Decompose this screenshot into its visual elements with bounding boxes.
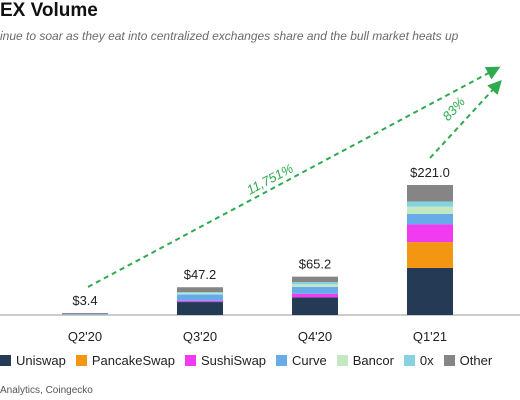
chart-legend: Uniswap PancakeSwap SushiSwap Curve Bancor 0x…	[0, 350, 520, 370]
legend-label-0x: 0x	[419, 352, 434, 368]
legend-label-other: Other	[459, 352, 493, 368]
bar-segment-bancor-2	[292, 284, 338, 287]
bar-segment-0x-1	[177, 292, 223, 294]
bar-segment-0x-3	[407, 201, 453, 207]
bar-segment-sushiswap-2	[292, 293, 338, 298]
bar-segment-other-1	[177, 287, 223, 293]
bar-segment-curve-2	[292, 286, 338, 294]
growth-label-long: 11,751%	[244, 161, 296, 198]
legend-swatch-other	[443, 354, 455, 366]
legend-swatch-0x	[403, 354, 415, 366]
legend-swatch-sushiswap	[184, 354, 196, 366]
total-label-3: $221.0	[410, 165, 450, 180]
growth-arrow-short	[429, 79, 502, 159]
x-tick-label-2: Q4'20	[298, 329, 332, 344]
total-label-0: $3.4	[72, 293, 97, 308]
source-note: Analytics, Coingecko	[0, 385, 93, 396]
bar-segment-curve-3	[407, 213, 453, 225]
chart-subtitle: inue to soar as they eat into centralize…	[0, 29, 459, 43]
bar-segment-uniswap-1	[177, 302, 223, 315]
bar-segment-bancor-1	[177, 293, 223, 295]
legend-label-pancakeswap: PancakeSwap	[91, 352, 175, 368]
legend-label-sushiswap: SushiSwap	[200, 352, 267, 368]
total-label-1: $47.2	[184, 267, 217, 282]
bar-segment-other-3	[407, 185, 453, 202]
legend-item-curve: Curve	[276, 353, 327, 368]
growth-arrow-long	[87, 66, 501, 288]
x-tick-label-0: Q2'20	[68, 329, 102, 344]
chart-title: EX Volume	[0, 0, 98, 21]
legend-label-curve: Curve	[292, 352, 327, 368]
bar-segment-other-0	[62, 313, 108, 314]
bar-segment-curve-1	[177, 294, 223, 301]
bar-segment-pancakeswap-3	[407, 242, 453, 268]
legend-label-bancor: Bancor	[352, 352, 394, 368]
legend-item-other: Other	[443, 352, 493, 368]
bar-segment-0x-2	[292, 282, 338, 285]
bar-segment-sushiswap-3	[407, 224, 453, 243]
legend-item-0x: 0x	[403, 352, 434, 368]
legend-label-uniswap: Uniswap	[16, 352, 66, 368]
legend-swatch-pancakeswap	[75, 354, 87, 366]
legend-item-pancakeswap: PancakeSwap	[75, 352, 175, 368]
bar-segment-uniswap-2	[292, 297, 338, 315]
bar-segment-uniswap-3	[407, 267, 453, 315]
total-label-2: $65.2	[299, 257, 332, 272]
legend-item-uniswap: Uniswap	[0, 353, 66, 368]
legend-item-sushiswap: SushiSwap	[184, 352, 267, 368]
legend-swatch-bancor	[336, 354, 348, 366]
bar-segment-sushiswap-1	[177, 300, 223, 303]
legend-item-bancor: Bancor	[336, 352, 394, 368]
legend-swatch-curve	[276, 354, 288, 366]
x-tick-label-1: Q3'20	[183, 329, 217, 344]
bar-segment-bancor-3	[407, 206, 453, 214]
bar-segment-other-2	[292, 276, 338, 283]
x-tick-label-3: Q1'21	[413, 329, 447, 344]
legend-swatch-uniswap	[0, 354, 11, 366]
growth-label-short: 83%	[439, 94, 468, 123]
dex-volume-chart: Q2'20 $3.4 Q3'20 $47.2 Q4'20 $65.2 Q1'21 $221.0…	[0, 66, 520, 344]
